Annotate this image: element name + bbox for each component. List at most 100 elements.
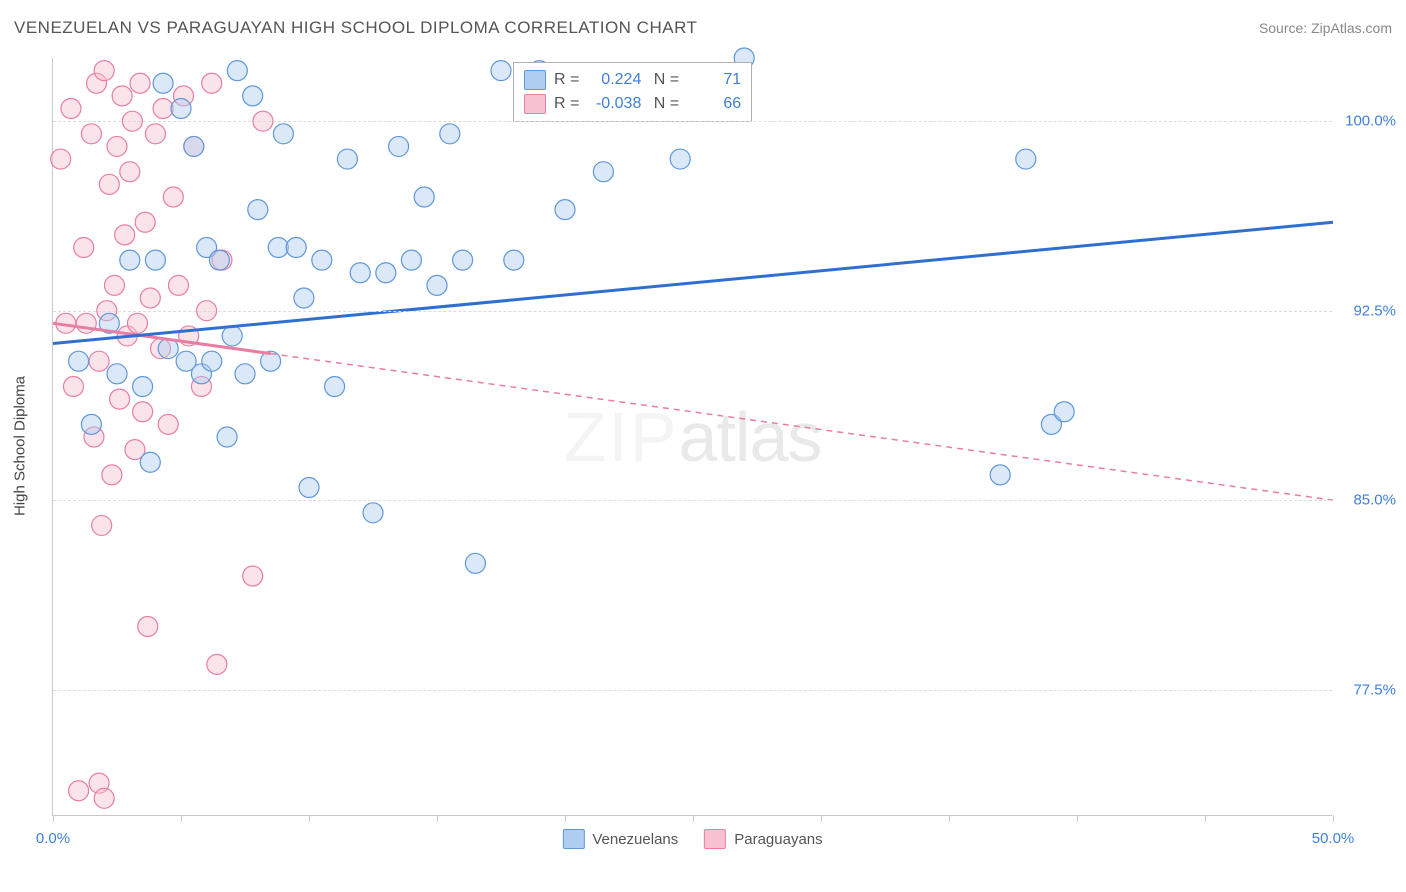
x-tick — [53, 815, 54, 822]
scatter-point — [1054, 402, 1074, 422]
scatter-point — [299, 478, 319, 498]
scatter-point — [202, 73, 222, 93]
x-tick — [181, 815, 182, 822]
scatter-point — [107, 136, 127, 156]
scatter-point — [61, 99, 81, 119]
scatter-point — [135, 212, 155, 232]
scatter-point — [133, 402, 153, 422]
n-value-2: 66 — [687, 95, 741, 113]
scatter-point — [217, 427, 237, 447]
scatter-point — [325, 376, 345, 396]
stats-row-2: R = -0.038 N = 66 — [524, 92, 741, 116]
swatch-blue — [524, 70, 546, 90]
scatter-point — [363, 503, 383, 523]
y-axis-label: High School Diploma — [12, 376, 29, 516]
y-tick-label: 77.5% — [1353, 681, 1396, 698]
n-value-1: 71 — [687, 71, 741, 89]
r-value-2: -0.038 — [587, 95, 641, 113]
scatter-point — [140, 288, 160, 308]
scatter-point — [158, 414, 178, 434]
scatter-point — [120, 250, 140, 270]
scatter-point — [153, 99, 173, 119]
scatter-point — [153, 73, 173, 93]
scatter-point — [115, 225, 135, 245]
scatter-point — [243, 86, 263, 106]
scatter-point — [312, 250, 332, 270]
scatter-point — [401, 250, 421, 270]
r-value-1: 0.224 — [587, 71, 641, 89]
x-tick — [565, 815, 566, 822]
gridline — [53, 311, 1332, 312]
x-tick-label: 50.0% — [1312, 830, 1355, 847]
y-tick-label: 100.0% — [1345, 113, 1396, 130]
scatter-point — [294, 288, 314, 308]
scatter-point — [990, 465, 1010, 485]
x-tick — [1205, 815, 1206, 822]
scatter-point — [453, 250, 473, 270]
scatter-point — [104, 275, 124, 295]
scatter-point — [107, 364, 127, 384]
legend-item-1: Venezuelans — [562, 829, 678, 849]
legend-label-1: Venezuelans — [592, 831, 678, 848]
scatter-point — [184, 136, 204, 156]
scatter-point — [110, 389, 130, 409]
y-tick-label: 85.0% — [1353, 492, 1396, 509]
scatter-point — [222, 326, 242, 346]
scatter-point — [94, 788, 114, 808]
scatter-point — [138, 617, 158, 637]
scatter-point — [171, 99, 191, 119]
scatter-point — [145, 250, 165, 270]
legend-item-2: Paraguayans — [704, 829, 822, 849]
scatter-point — [69, 781, 89, 801]
scatter-point — [51, 149, 71, 169]
gridline — [53, 500, 1332, 501]
scatter-point — [130, 73, 150, 93]
plot-area: ZIPatlas R = 0.224 N = 71 R = -0.038 N =… — [52, 58, 1332, 816]
scatter-point — [504, 250, 524, 270]
x-tick — [693, 815, 694, 822]
scatter-point — [555, 200, 575, 220]
trend-line — [271, 354, 1333, 501]
scatter-point — [337, 149, 357, 169]
r-label-2: R = — [554, 95, 579, 113]
scatter-point — [209, 250, 229, 270]
chart-title: VENEZUELAN VS PARAGUAYAN HIGH SCHOOL DIP… — [14, 18, 697, 38]
x-tick — [1077, 815, 1078, 822]
scatter-point — [286, 238, 306, 258]
scatter-point — [99, 174, 119, 194]
scatter-point — [465, 553, 485, 573]
scatter-point — [593, 162, 613, 182]
bottom-legend: Venezuelans Paraguayans — [562, 829, 822, 849]
scatter-point — [89, 351, 109, 371]
swatch-pink — [524, 94, 546, 114]
scatter-point — [112, 86, 132, 106]
legend-swatch-blue — [562, 829, 584, 849]
legend-label-2: Paraguayans — [734, 831, 822, 848]
scatter-point — [127, 313, 147, 333]
scatter-point — [273, 124, 293, 144]
scatter-point — [268, 238, 288, 258]
scatter-point — [207, 654, 227, 674]
x-tick — [309, 815, 310, 822]
gridline — [53, 690, 1332, 691]
scatter-point — [120, 162, 140, 182]
scatter-point — [376, 263, 396, 283]
scatter-point — [227, 61, 247, 81]
r-label-1: R = — [554, 71, 579, 89]
scatter-point — [491, 61, 511, 81]
x-tick — [949, 815, 950, 822]
scatter-point — [92, 515, 112, 535]
stats-legend: R = 0.224 N = 71 R = -0.038 N = 66 — [513, 62, 752, 122]
source-label: Source: ZipAtlas.com — [1259, 20, 1392, 36]
n-label-1: N = — [649, 71, 679, 89]
scatter-point — [81, 124, 101, 144]
gridline — [53, 121, 1332, 122]
scatter-point — [63, 376, 83, 396]
scatter-point — [389, 136, 409, 156]
scatter-point — [670, 149, 690, 169]
scatter-point — [243, 566, 263, 586]
scatter-point — [235, 364, 255, 384]
x-tick — [821, 815, 822, 822]
stats-row-1: R = 0.224 N = 71 — [524, 68, 741, 92]
scatter-point — [81, 414, 101, 434]
